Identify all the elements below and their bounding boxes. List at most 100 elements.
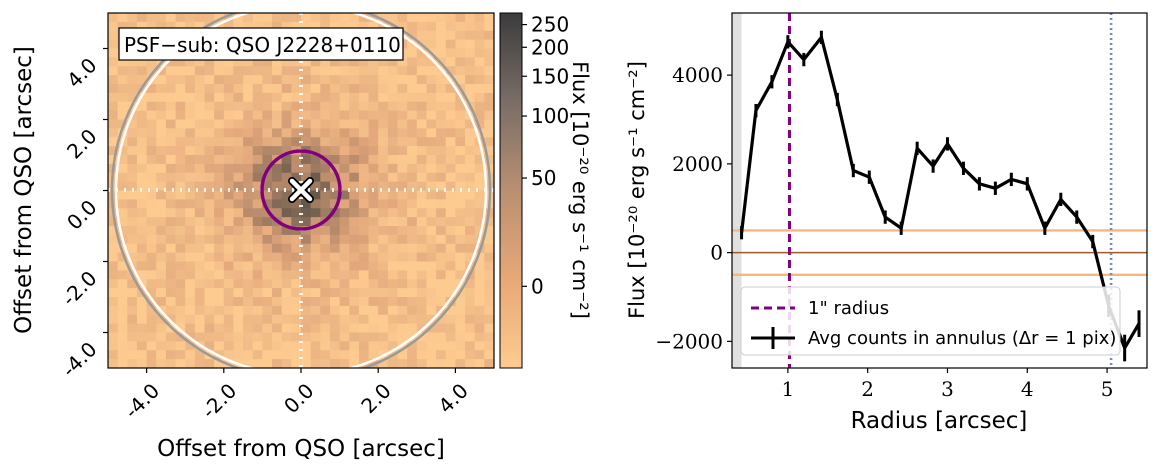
heatmap-cell bbox=[397, 155, 408, 165]
heatmap-cell bbox=[165, 288, 176, 298]
heatmap-cell bbox=[387, 181, 398, 191]
heatmap-cell bbox=[194, 181, 205, 191]
heatmap-cell bbox=[445, 172, 456, 183]
heatmap-cell bbox=[465, 199, 476, 209]
heatmap-cell bbox=[243, 323, 254, 333]
heatmap-cell bbox=[329, 305, 340, 316]
heatmap-cell bbox=[310, 181, 321, 191]
heatmap-cell bbox=[233, 332, 244, 342]
heatmap-cell bbox=[291, 279, 302, 289]
heatmap-cell bbox=[243, 137, 254, 147]
heatmap-cell bbox=[339, 146, 350, 156]
heatmap-cell bbox=[243, 110, 254, 120]
heatmap-cell bbox=[223, 13, 234, 23]
profile-panel: 1 2 3 4 5 −2000 0 2000 4000 Radius [arcsec] Flu… bbox=[625, 12, 1148, 434]
heatmap-cell bbox=[127, 13, 138, 23]
heatmap-cell bbox=[136, 297, 147, 307]
heatmap-cell bbox=[243, 75, 254, 85]
heatmap-cell bbox=[310, 137, 321, 147]
heatmap-cell bbox=[474, 66, 485, 76]
heatmap-cell bbox=[204, 208, 215, 218]
heatmap-cell bbox=[484, 332, 494, 342]
heatmap-cell bbox=[146, 137, 157, 147]
heatmap-cell bbox=[146, 332, 157, 342]
heatmap-cell bbox=[416, 155, 427, 165]
heatmap-cell bbox=[445, 101, 456, 112]
heatmap-cell bbox=[108, 84, 119, 94]
heatmap-cell bbox=[465, 226, 476, 236]
heatmap-cell bbox=[175, 13, 186, 23]
heatmap-cell bbox=[262, 57, 273, 67]
heatmap-cell bbox=[175, 66, 186, 76]
heatmap-cell bbox=[455, 350, 466, 360]
heatmap-cell bbox=[185, 84, 196, 94]
heatmap-cell bbox=[310, 305, 321, 316]
outer-aperture-circle-inner bbox=[114, 13, 488, 368]
heatmap-cell bbox=[156, 163, 167, 174]
heatmap-cell bbox=[185, 261, 196, 271]
heatmap-cell bbox=[175, 190, 186, 200]
heatmap-cell bbox=[165, 243, 176, 254]
heatmap-cell bbox=[416, 75, 427, 85]
heatmap-cell bbox=[127, 57, 138, 67]
heatmap-cell bbox=[117, 101, 128, 112]
heatmap-cell bbox=[484, 279, 494, 289]
heatmap-cell bbox=[329, 128, 340, 138]
heatmap-cell bbox=[378, 243, 389, 254]
heatmap-cell bbox=[175, 288, 186, 298]
heatmap-cell bbox=[397, 110, 408, 120]
heatmap-cell bbox=[136, 172, 147, 183]
heatmap-cell bbox=[136, 13, 147, 23]
heatmap-cell bbox=[194, 234, 205, 245]
heatmap-cell bbox=[407, 243, 418, 254]
heatmap-cell bbox=[387, 341, 398, 351]
heatmap-cell bbox=[252, 217, 263, 227]
heatmap-cell bbox=[368, 279, 379, 289]
heatmap-cell bbox=[214, 359, 225, 368]
heatmap-cell bbox=[426, 252, 437, 262]
heatmap-cell bbox=[301, 234, 312, 245]
legend-radius-label: 1" radius bbox=[808, 298, 889, 319]
heatmap-cell bbox=[272, 314, 283, 325]
heatmap-cell bbox=[339, 181, 350, 191]
heatmap-cell bbox=[339, 92, 350, 103]
heatmap-cell bbox=[339, 172, 350, 183]
heatmap-cell bbox=[484, 288, 494, 298]
heatmap-cell bbox=[214, 92, 225, 103]
heatmap-cell bbox=[358, 172, 369, 183]
heatmap-cell bbox=[117, 305, 128, 316]
heatmap-cell bbox=[378, 92, 389, 103]
heatmap-cell bbox=[272, 128, 283, 138]
heatmap-cell bbox=[455, 199, 466, 209]
heatmap-cell bbox=[455, 305, 466, 316]
heatmap-cell bbox=[272, 190, 283, 200]
heatmap-cell bbox=[436, 359, 447, 368]
heatmap-cell bbox=[214, 190, 225, 200]
heatmap-cell bbox=[329, 359, 340, 368]
heatmap-cell bbox=[117, 172, 128, 183]
heatmap-cell bbox=[136, 314, 147, 325]
heatmap-cell bbox=[146, 119, 157, 129]
heatmap-cell bbox=[368, 163, 379, 174]
heatmap-cell bbox=[484, 252, 494, 262]
heatmap-cell bbox=[194, 270, 205, 280]
heatmap-cell bbox=[233, 341, 244, 351]
heatmap-cell bbox=[127, 323, 138, 333]
heatmap-cell bbox=[387, 128, 398, 138]
heatmap-cell bbox=[455, 261, 466, 271]
heatmap-cell bbox=[223, 252, 234, 262]
heatmap-cell bbox=[175, 243, 186, 254]
heatmap-cell bbox=[387, 155, 398, 165]
heatmap-cell bbox=[204, 13, 215, 23]
heatmap-cell bbox=[214, 243, 225, 254]
heatmap-cell bbox=[455, 128, 466, 138]
heatmap-cell bbox=[281, 270, 292, 280]
heatmap-cell bbox=[387, 208, 398, 218]
heatmap-cell bbox=[358, 279, 369, 289]
heatmap-cell bbox=[397, 21, 408, 32]
heatmap-cell bbox=[214, 84, 225, 94]
heatmap-cell bbox=[175, 110, 186, 120]
heatmap-cell bbox=[445, 39, 456, 49]
heatmap-cell bbox=[407, 314, 418, 325]
